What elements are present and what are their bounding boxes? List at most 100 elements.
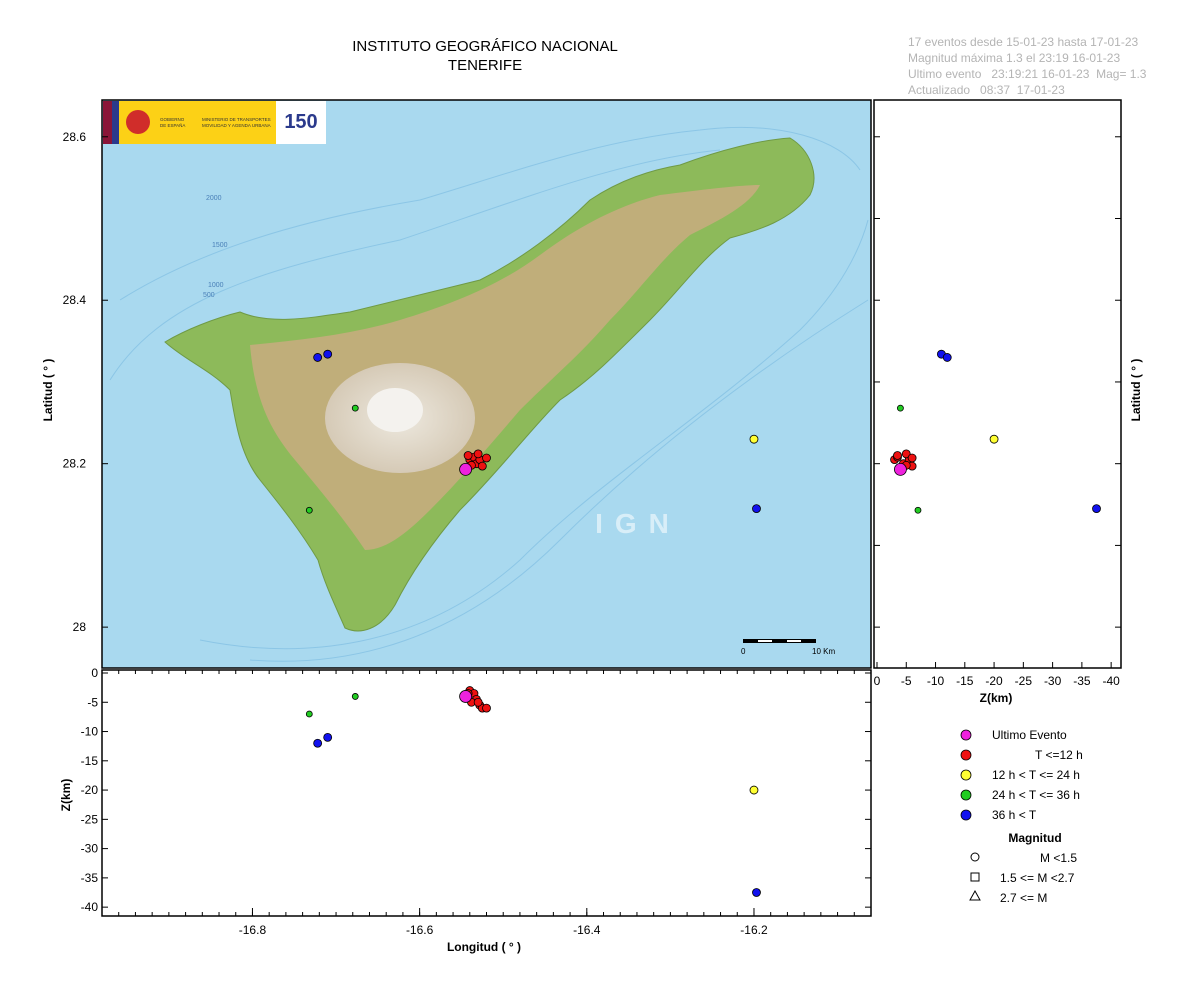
event-marker-depth-lat bbox=[942, 353, 952, 362]
z-axis-label-right: Z(km) bbox=[980, 691, 1013, 705]
event-marker-depth-lon bbox=[482, 703, 491, 713]
legend-magnitude-title: Magnitud bbox=[1008, 831, 1061, 845]
z-axis-label-bottom: Z(km) bbox=[59, 779, 73, 812]
z-tick-label: -25 bbox=[81, 812, 99, 826]
event-marker-depth-lat bbox=[907, 453, 917, 463]
page-subtitle: TENERIFE bbox=[447, 57, 523, 74]
legend: Ultimo Evento T <=12 h 12 h < T <= 24 h 24 … bbox=[960, 728, 1083, 905]
bathymetry-contour bbox=[249, 299, 869, 662]
lon-tick-label: -16.2 bbox=[740, 923, 768, 937]
bathymetry-contour bbox=[199, 219, 869, 650]
lat-axis-label-left: Latitud ( ° ) bbox=[41, 359, 55, 422]
lon-tick-label: -16.6 bbox=[406, 923, 434, 937]
info-line-events: 17 eventos desde 15-01-23 hasta 17-01-23 bbox=[908, 35, 1139, 49]
legend-color-icon bbox=[960, 809, 972, 821]
event-marker-map bbox=[305, 506, 313, 514]
event-marker-depth-lon bbox=[313, 738, 323, 748]
legend-magnitude-triangle-icon bbox=[969, 889, 981, 901]
lat-tick-label: 28.2 bbox=[63, 457, 87, 471]
z-tick-label: -10 bbox=[81, 725, 99, 739]
event-marker-map bbox=[351, 404, 359, 412]
teide-peak bbox=[367, 388, 423, 432]
z-tick-label: 0 bbox=[91, 666, 98, 680]
lon-tick-label: -16.4 bbox=[573, 923, 601, 937]
bathymetry-label-1500: 1500 bbox=[212, 242, 228, 249]
legend-color-icon bbox=[960, 729, 972, 741]
page-title: INSTITUTO GEOGRÁFICO NACIONAL bbox=[352, 38, 618, 55]
legend-item-label: Ultimo Evento bbox=[992, 728, 1067, 742]
ign-watermark: IGN bbox=[595, 508, 681, 539]
z-tick-label: -40 bbox=[81, 900, 99, 914]
zr-tick-label: -5 bbox=[901, 674, 912, 688]
legend-magnitude-label: 2.7 <= M bbox=[1000, 891, 1047, 905]
lat-axis-label-right: Latitud ( ° ) bbox=[1129, 359, 1143, 422]
event-marker-depth-lon bbox=[323, 732, 333, 742]
z-tick-label: -35 bbox=[81, 871, 99, 885]
event-marker-depth-lon bbox=[459, 690, 473, 703]
svg-text:MINISTERIO DE TRANSPORTES: MINISTERIO DE TRANSPORTES bbox=[202, 117, 271, 122]
zr-tick-label: -40 bbox=[1102, 674, 1120, 688]
lon-tick-label: -16.8 bbox=[239, 923, 267, 937]
legend-item-label: 12 h < T <= 24 h bbox=[992, 768, 1080, 782]
depth-lat-panel bbox=[873, 99, 1122, 669]
legend-item-label: T <=12 h bbox=[1035, 748, 1083, 762]
scale-label-start: 0 bbox=[741, 647, 746, 656]
map-panel: 2000 1500 1000 500 IGN 0 10 Km GOBIERNO … bbox=[102, 100, 871, 668]
svg-text:MOVILIDAD Y AGENDA URBANA: MOVILIDAD Y AGENDA URBANA bbox=[202, 123, 271, 128]
event-marker-depth-lon bbox=[473, 697, 483, 707]
event-marker-depth-lat bbox=[1092, 504, 1101, 514]
zr-tick-label: -15 bbox=[956, 674, 974, 688]
legend-color-icon bbox=[960, 749, 972, 761]
event-marker-depth-lat bbox=[989, 434, 999, 444]
legend-magnitude-square-icon bbox=[970, 872, 980, 882]
event-marker-map bbox=[313, 353, 323, 362]
zr-tick-label: -30 bbox=[1044, 674, 1062, 688]
event-marker-depth-lon bbox=[305, 710, 313, 718]
event-marker-depth-lat bbox=[894, 463, 907, 476]
event-marker-map bbox=[473, 449, 483, 459]
legend-magnitude-label: M <1.5 bbox=[1040, 851, 1077, 865]
event-marker-map bbox=[477, 461, 487, 471]
event-markers bbox=[305, 349, 1101, 897]
z-tick-label: -15 bbox=[81, 754, 99, 768]
svg-text:DE ESPAÑA: DE ESPAÑA bbox=[160, 122, 185, 128]
svg-text:GOBIERNO: GOBIERNO bbox=[160, 117, 185, 122]
event-marker-depth-lat bbox=[897, 404, 904, 412]
bathymetry-label-500: 500 bbox=[203, 292, 215, 299]
event-marker-map bbox=[463, 451, 473, 460]
scale-label-end: 10 Km bbox=[812, 647, 835, 656]
scale-bar: 0 10 Km bbox=[741, 639, 835, 656]
bathymetry-label-1000: 1000 bbox=[208, 282, 224, 289]
legend-item-label: 24 h < T <= 36 h bbox=[992, 788, 1080, 802]
svg-text:150: 150 bbox=[284, 111, 317, 133]
axis-tick-labels: 28.6 28.4 28.2 28 -16.8 -16.6 -16.4 -16.2 0 -5 -10… bbox=[63, 130, 1121, 937]
event-marker-map bbox=[749, 434, 759, 444]
event-marker-depth-lon bbox=[351, 693, 359, 700]
event-marker-map bbox=[482, 453, 491, 463]
legend-item-label: 36 h < T bbox=[992, 808, 1037, 822]
info-line-last-event: Ultimo evento 23:19:21 16-01-23 Mag= 1.3 bbox=[908, 67, 1147, 81]
lat-tick-label: 28.4 bbox=[63, 293, 87, 307]
event-marker-depth-lon bbox=[749, 785, 759, 795]
event-marker-depth-lat bbox=[893, 451, 902, 460]
legend-magnitude-label: 1.5 <= M <2.7 bbox=[1000, 871, 1075, 885]
zr-tick-label: -25 bbox=[1015, 674, 1033, 688]
event-marker-map bbox=[323, 349, 333, 359]
axis-ticks bbox=[102, 136, 1121, 916]
legend-color-icon bbox=[960, 789, 972, 801]
lat-tick-label: 28 bbox=[73, 620, 87, 634]
lat-tick-label: 28.6 bbox=[63, 130, 87, 144]
event-marker-depth-lon bbox=[752, 888, 761, 897]
info-line-updated: Actualizado 08:37 17-01-23 bbox=[908, 83, 1065, 97]
legend-color-icon bbox=[960, 769, 972, 781]
map-frame bbox=[101, 99, 872, 669]
lon-axis-label: Longitud ( ° ) bbox=[447, 940, 521, 954]
zr-tick-label: -10 bbox=[927, 674, 945, 688]
zr-tick-label: -35 bbox=[1073, 674, 1091, 688]
z-tick-label: -5 bbox=[87, 695, 98, 709]
z-tick-label: -20 bbox=[81, 783, 99, 797]
event-marker-depth-lat bbox=[914, 506, 922, 514]
event-marker-map bbox=[459, 463, 473, 476]
bathymetry-contour bbox=[109, 149, 721, 381]
